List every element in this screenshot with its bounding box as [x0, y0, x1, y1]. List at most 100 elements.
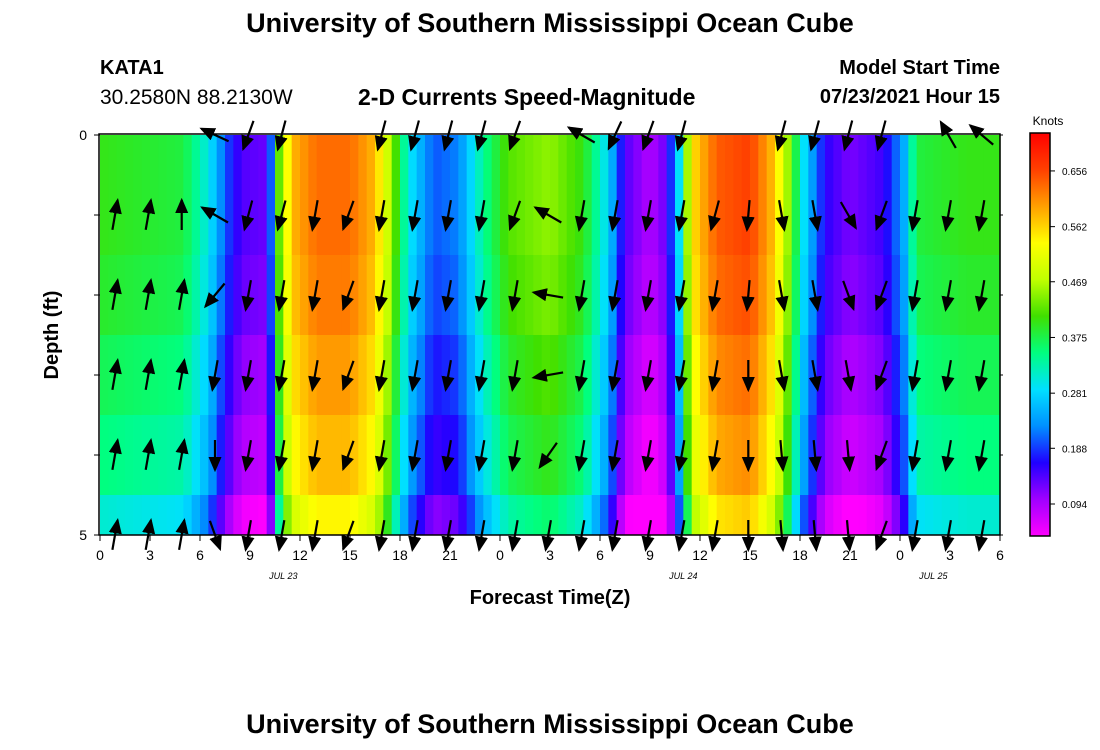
- current-vector-arrow: [203, 282, 226, 309]
- current-vector-arrow: [531, 368, 564, 382]
- current-vector-arrow: [939, 120, 957, 149]
- heatmap-cell: [158, 135, 168, 175]
- heatmap-cell: [258, 335, 268, 415]
- heatmap-cell: [225, 135, 234, 175]
- heatmap-cell: [758, 335, 768, 415]
- heatmap-cell: [366, 495, 376, 535]
- heatmap-cell: [616, 255, 626, 335]
- heatmap-cell: [108, 415, 118, 495]
- heatmap-cell: [175, 415, 184, 495]
- axes: 0 3 6 9 12 15 18 21 0 3 6 9 12 15 18 21 0 3 6 JUL 23 JUL 24 J…: [79, 127, 1004, 581]
- current-vector-arrow: [641, 360, 655, 392]
- heatmap-cell: [191, 495, 201, 535]
- heatmap-cell: [958, 175, 968, 255]
- heatmap-cell: [900, 495, 909, 535]
- heatmap-cell: [850, 255, 859, 335]
- heatmap-cell: [816, 335, 826, 415]
- heatmap-cell: [266, 495, 276, 535]
- heatmap-cell: [650, 255, 659, 335]
- heatmap-cell: [425, 175, 434, 255]
- heatmap-cell: [808, 495, 818, 535]
- heatmap-cell: [108, 255, 118, 335]
- heatmap-cell: [858, 175, 868, 255]
- heatmap-cell: [975, 175, 984, 255]
- heatmap-cell: [791, 415, 801, 495]
- heatmap-cell: [100, 255, 109, 335]
- heatmap-cell: [808, 255, 818, 335]
- heatmap-cell: [783, 255, 793, 335]
- heatmap-cell: [775, 255, 784, 335]
- heatmap-cell: [700, 335, 709, 415]
- heatmap-cell: [491, 175, 501, 255]
- current-vector-arrow: [241, 360, 255, 392]
- heatmap-cell: [691, 415, 701, 495]
- heatmap-cell: [841, 415, 851, 495]
- heatmap-cell: [658, 255, 668, 335]
- x-tick-label: 3: [546, 547, 554, 563]
- current-vector-arrow: [674, 280, 688, 312]
- heatmap-cell: [241, 415, 251, 495]
- heatmap-cell: [366, 255, 376, 335]
- heatmap-cell: [241, 495, 251, 535]
- heatmap-cell: [400, 415, 409, 495]
- heatmap-cell: [441, 495, 451, 535]
- heatmap-cell: [250, 175, 259, 255]
- heatmap-cell: [325, 335, 334, 415]
- heatmap-cell: [700, 495, 709, 535]
- station-coordinates: 30.2580N 88.2130W: [100, 86, 293, 109]
- heatmap-cell: [816, 495, 826, 535]
- heatmap-cell: [608, 135, 618, 175]
- heatmap-cell: [716, 335, 726, 415]
- heatmap-cell: [183, 415, 193, 495]
- heatmap-cell: [175, 255, 184, 335]
- current-vector-arrow: [908, 280, 922, 312]
- heatmap-cell: [466, 255, 476, 335]
- chart-canvas: 0 3 6 9 12 15 18 21 0 3 6 9 12 15 18 21 0 3 6 JUL 23 JUL 24 J…: [41, 114, 1087, 609]
- heatmap-cell: [475, 255, 484, 335]
- heatmap-cell: [383, 335, 393, 415]
- heatmap-cell: [325, 175, 334, 255]
- heatmap-cell: [683, 255, 693, 335]
- heatmap-cell: [791, 135, 801, 175]
- heatmap-cell: [275, 135, 284, 175]
- heatmap-cell: [308, 175, 318, 255]
- heatmap-cell: [691, 175, 701, 255]
- heatmap-cell: [725, 135, 734, 175]
- heatmap-cell: [616, 415, 626, 495]
- heatmap-cell: [666, 255, 676, 335]
- heatmap-cell: [741, 495, 751, 535]
- heatmap-cell: [100, 135, 109, 175]
- current-vector-arrow: [474, 120, 488, 152]
- heatmap-cell: [941, 335, 951, 415]
- heatmap-cell: [850, 415, 859, 495]
- heatmap-cell: [375, 415, 384, 495]
- heatmap-cell: [325, 415, 334, 495]
- heatmap-cell: [291, 175, 301, 255]
- heatmap-cell: [550, 495, 559, 535]
- heatmap-cell: [933, 175, 943, 255]
- heatmap-cell: [758, 415, 768, 495]
- heatmap-cell: [691, 495, 701, 535]
- heatmap-cell: [533, 255, 543, 335]
- heatmap-cell: [125, 415, 134, 495]
- heatmap-cell: [150, 415, 159, 495]
- heatmap-cell: [241, 335, 251, 415]
- current-vector-arrow: [175, 358, 189, 390]
- heatmap-cell: [608, 175, 618, 255]
- heatmap-cell: [508, 495, 518, 535]
- current-vector-arrow: [108, 438, 122, 470]
- heatmap-cell: [825, 495, 834, 535]
- heatmap-cell: [800, 415, 809, 495]
- heatmap-cell: [900, 175, 909, 255]
- heatmap-cell: [808, 135, 818, 175]
- heatmap-cell: [491, 495, 501, 535]
- heatmap-cell: [375, 255, 384, 335]
- heatmap-cell: [133, 335, 143, 415]
- heatmap-cell: [350, 175, 359, 255]
- heatmap-cell: [658, 175, 668, 255]
- heatmap-cell: [925, 495, 934, 535]
- heatmap-cell: [775, 135, 784, 175]
- heatmap-cell: [600, 415, 609, 495]
- heatmap-cell: [425, 255, 434, 335]
- heatmap-cell: [150, 175, 159, 255]
